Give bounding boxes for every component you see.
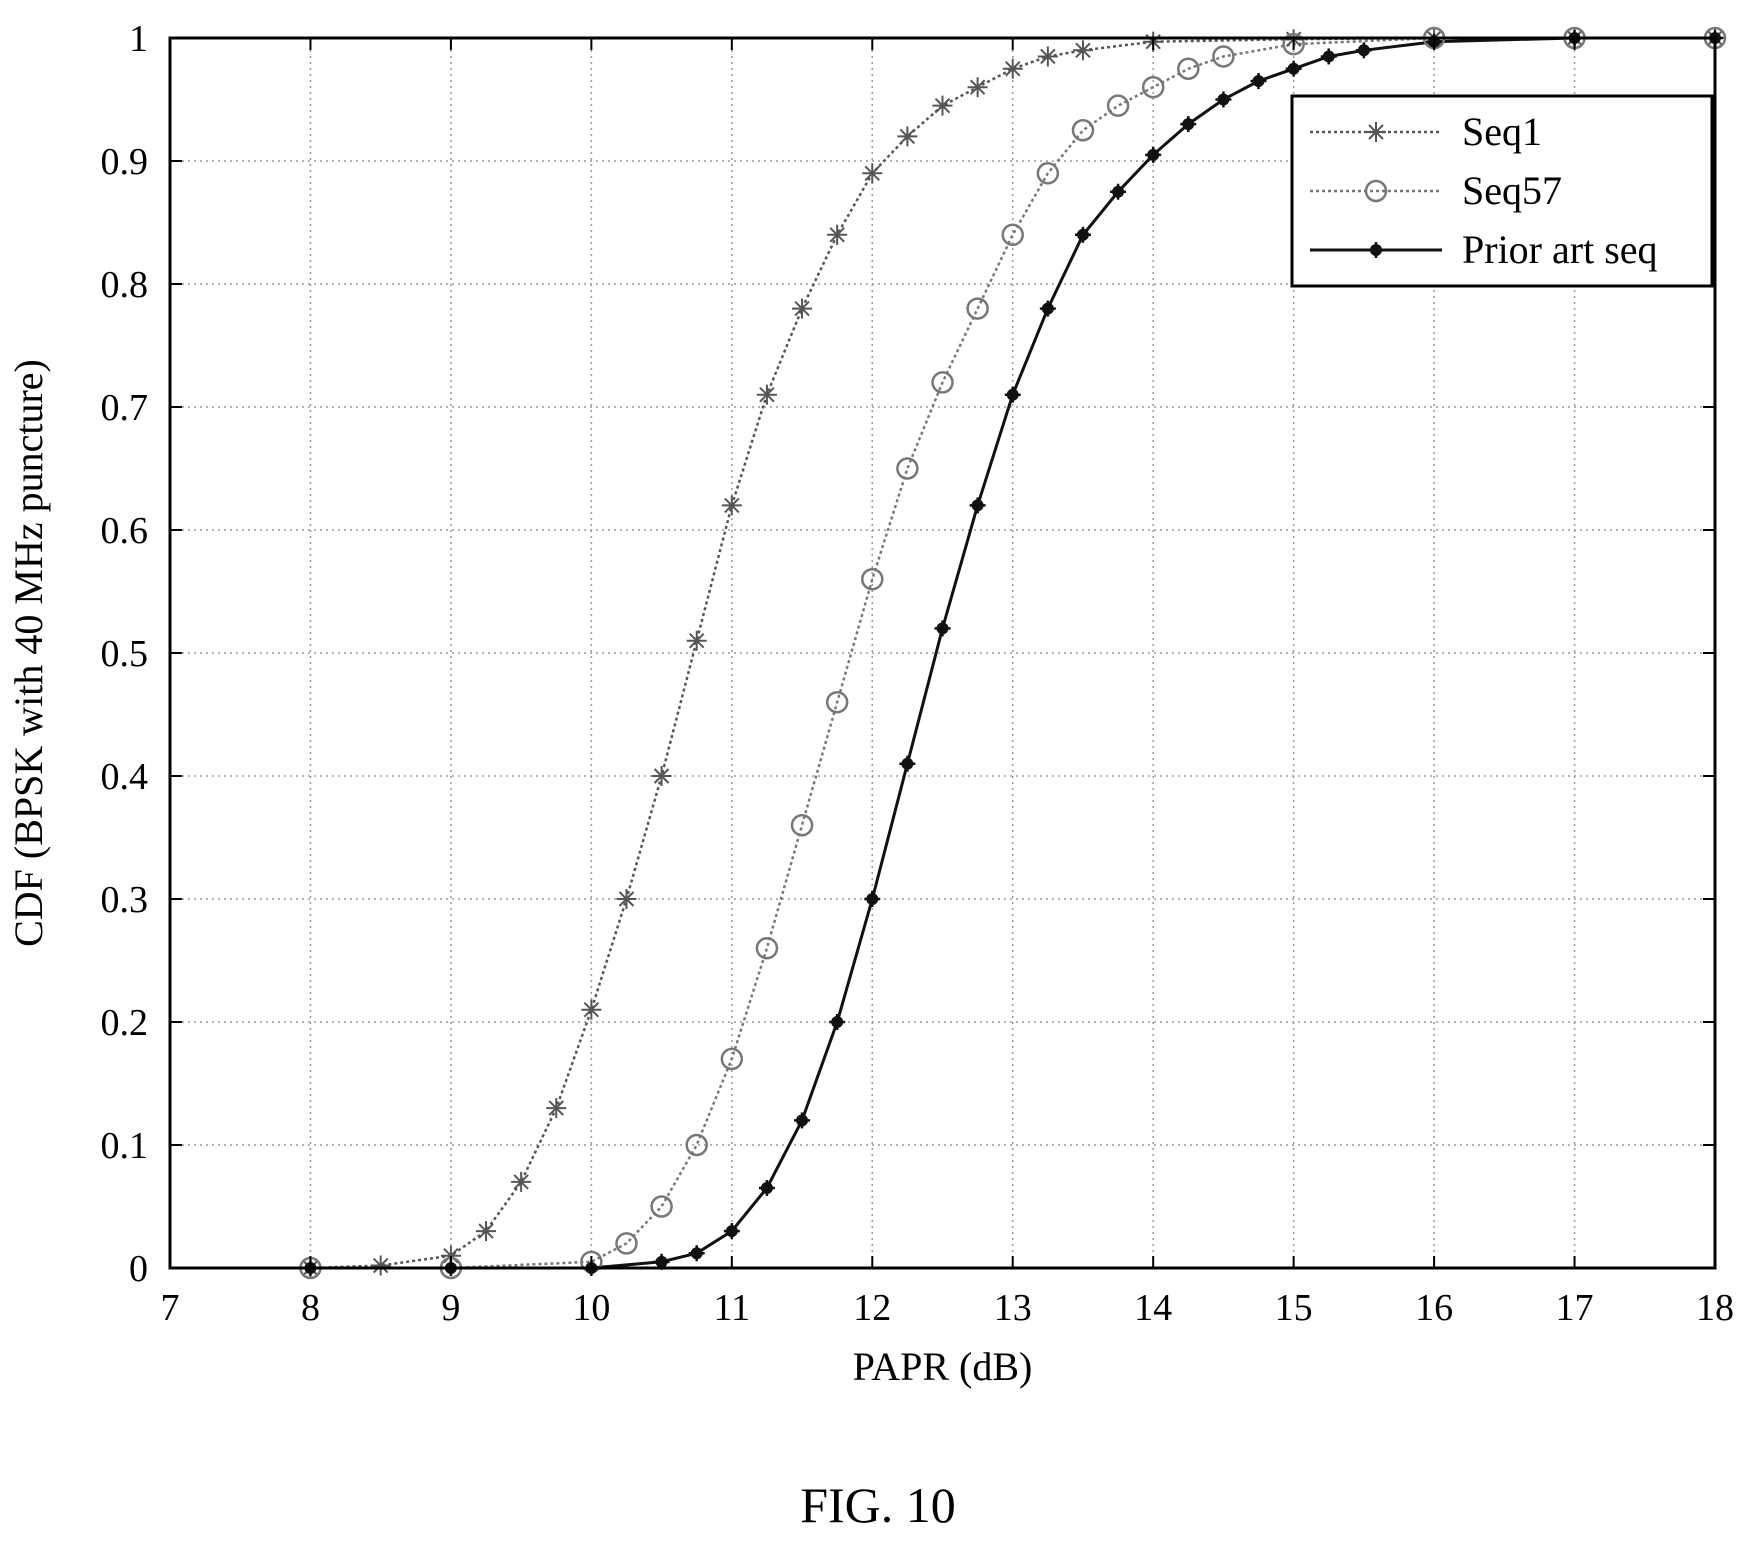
series-3-point [1285,60,1302,77]
x-tick-label: 8 [301,1287,320,1329]
series-3-point [794,1112,811,1129]
x-tick-label: 11 [714,1287,751,1329]
series-3-point [1320,48,1337,65]
series-2-point [1282,32,1305,56]
y-tick-label: 0.3 [101,879,149,921]
series-3-point [1004,386,1021,403]
series-2-point [825,690,849,714]
axis-ticks: 7 8 9 10 11 12 13 14 15 16 17 18 0 0.1 0.2 0.3 0.4 0.5 0.6… [101,18,1735,1329]
series-1-point [897,126,918,147]
series-3-point [1355,42,1372,59]
series-1-point [511,1171,532,1192]
series-3-point [1074,226,1091,243]
figure-caption: FIG. 10 [800,1477,956,1533]
series-2-point [615,1232,638,1255]
y-tick-label: 0.5 [101,633,149,675]
series-2-point [650,1195,673,1218]
series-2-point [1106,94,1130,117]
x-tick-label: 12 [853,1287,891,1329]
series-3-point [899,755,916,772]
series-2-point [1212,45,1235,68]
series-3-point [1145,146,1162,163]
legend-box [1290,94,1714,288]
series-2-point [790,813,814,837]
x-tick-label: 17 [1556,1287,1594,1329]
legend-label-3: Prior art seq [1462,227,1658,272]
series-1-point [756,384,777,405]
series-1-point [370,1255,391,1276]
legend: Seq1 Seq57 Prior art seq [1290,94,1714,288]
series-3-point [723,1223,740,1240]
legend-marker-3 [1368,242,1384,258]
legend-label-1: Seq1 [1462,109,1542,154]
x-tick-label: 9 [441,1287,460,1329]
series-3-point [1039,300,1056,317]
legend-marker-1 [1366,122,1386,142]
series-2-point [1071,119,1095,142]
series-2-point [755,936,779,960]
series-1-point [686,630,707,651]
series-1-point [581,999,602,1020]
series-2-point [966,297,989,320]
series-3-point [1250,73,1267,90]
y-tick-label: 0.7 [101,387,149,429]
series-3-point [1180,116,1197,133]
legend-label-2: Seq57 [1462,168,1562,213]
series-2-point [1036,162,1060,185]
series-1-point [721,495,742,516]
series-1-point [651,766,672,786]
series-line-2 [310,36,1715,1270]
y-tick-label: 0.6 [101,510,149,552]
x-axis-title: PAPR (dB) [853,1344,1033,1389]
y-tick-label: 0.9 [101,141,149,183]
series-2-point [896,457,919,480]
series-2-point [1001,223,1024,247]
series-2-point [685,1133,708,1157]
series-1-point [1037,46,1058,67]
series-1-point [616,889,637,909]
series-1-point [827,224,848,245]
series-1-point [476,1221,497,1242]
series-3-point [934,620,951,637]
series-line-1 [310,36,1715,1270]
series-1-point [932,95,953,116]
x-tick-label: 13 [994,1287,1032,1329]
series-2-point [931,371,954,394]
series-2-point [720,1047,744,1071]
series-2-point [1141,75,1165,99]
series-3-point [864,891,881,907]
series-1-point [1002,58,1023,79]
x-tick-label: 18 [1696,1287,1734,1329]
y-tick-label: 1 [129,18,148,60]
series-1-point [1072,40,1093,61]
series-3-point [969,497,986,514]
series-1-point [546,1098,567,1119]
series-3-point [758,1180,775,1197]
legend-marker-2 [1364,179,1388,203]
y-axis-title: CDF (BPSK with 40 MHz puncture) [6,359,51,947]
series-1-point [967,77,988,98]
series-2-point [861,567,884,591]
y-tick-label: 0 [129,1248,148,1290]
x-tick-label: 14 [1134,1287,1172,1329]
x-tick-label: 16 [1415,1287,1453,1329]
x-tick-label: 10 [572,1287,610,1329]
y-tick-label: 0.8 [101,264,149,306]
series-1-point [862,163,883,184]
y-tick-label: 0.1 [101,1125,149,1167]
x-tick-label: 15 [1275,1287,1313,1329]
series-1-point [792,298,813,319]
y-tick-label: 0.4 [101,756,149,798]
series-3-point [1110,183,1127,200]
series-3-point [829,1014,846,1030]
series-3-point [1215,91,1232,108]
series-3-point [688,1245,705,1262]
y-tick-label: 0.2 [101,1002,149,1044]
x-tick-label: 7 [161,1287,180,1329]
series-2-point [1177,57,1200,80]
